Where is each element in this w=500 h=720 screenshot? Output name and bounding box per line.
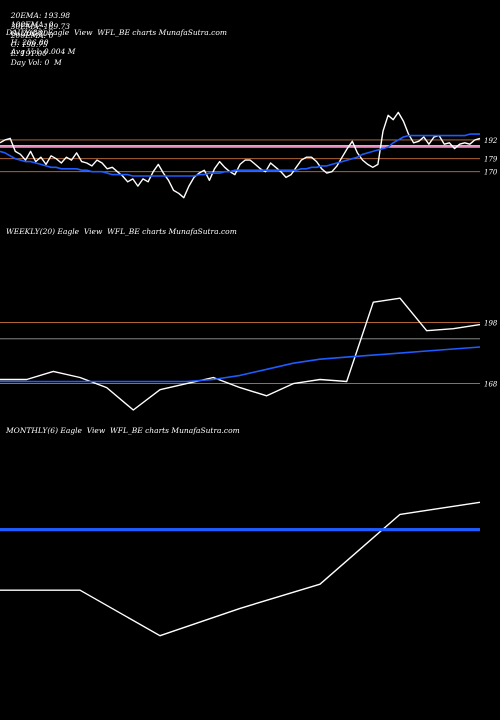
stat-200ema: 200EMA: 0 [10, 31, 54, 40]
daily-price-line [0, 111, 481, 199]
stat-open: O: 206.80 [10, 29, 49, 38]
stat-100ema: 100EMA: 0 [10, 20, 54, 29]
weekly-y-tick-label-1: 168 [484, 381, 498, 389]
daily-ema-line [0, 133, 480, 177]
stat-day-vol: Day Vol: 0 M [10, 58, 62, 67]
daily-panel-title: DAILY(88) Eagle View WFL_BE charts Munaf… [6, 28, 227, 37]
stats-row-1: 20EMA: 193.98 100EMA: 0 O: 206.80 H: 206… [6, 2, 76, 56]
stat-avg-vol: Avg Vol: 0.004 M [10, 47, 76, 56]
monthly-price-line [0, 501, 481, 637]
daily-y-tick-label-2: 170 [484, 169, 498, 177]
daily-y-tick-label-1: 179 [484, 156, 498, 164]
weekly-panel-title: WEEKLY(20) Eagle View WFL_BE charts Muna… [6, 227, 237, 236]
daily-y-tick-label-0: 192 [484, 137, 498, 145]
stat-20ema: 20EMA: 193.98 [10, 11, 71, 20]
stats-row-2: 30EMA: 189.73 200EMA: 0 C: 198.75 L: 191… [6, 13, 71, 67]
monthly-panel-title: MONTHLY(6) Eagle View WFL_BE charts Muna… [6, 426, 240, 435]
weekly-price-line [0, 297, 481, 411]
stat-30ema: 30EMA: 189.73 [10, 22, 71, 31]
weekly-ema-line [0, 346, 481, 383]
stat-high: H: 206.80 [10, 38, 49, 47]
stat-close: C: 198.75 [10, 40, 48, 49]
weekly-y-tick-label-0: 198 [484, 320, 498, 328]
stat-low: L: 191.00 [10, 49, 47, 58]
